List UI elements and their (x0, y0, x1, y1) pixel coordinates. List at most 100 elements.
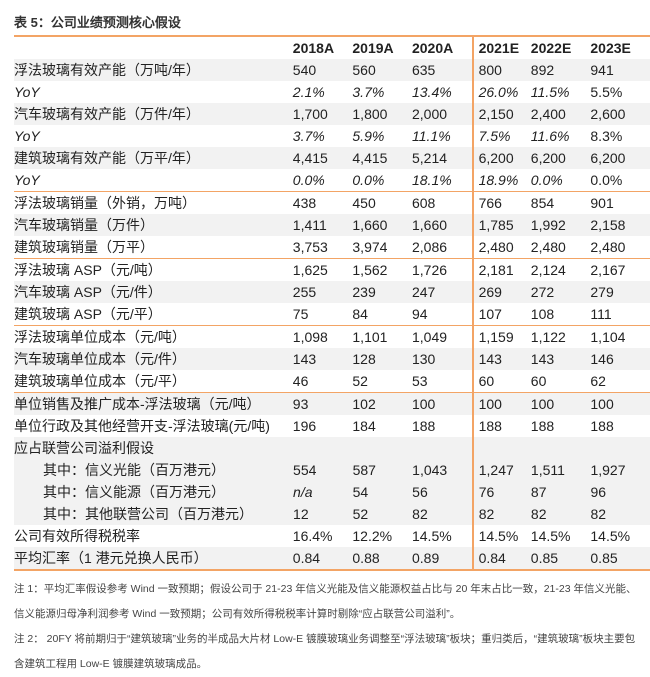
value-cell: 1,104 (590, 329, 626, 345)
value-cell: 100 (590, 396, 614, 412)
row-label: 单位销售及推广成本-浮法玻璃（元/吨） (14, 396, 261, 412)
value-cell: 96 (590, 484, 607, 500)
value-cell: 8.3% (590, 128, 623, 144)
value-cell: 279 (590, 284, 614, 300)
value-cell: 62 (590, 373, 606, 389)
value-cell: 1,101 (352, 329, 388, 345)
value-cell: 269 (471, 281, 531, 303)
value-cell: 14.5% (471, 525, 531, 547)
value-cell: 82 (471, 503, 531, 525)
value-cell: 82 (590, 506, 607, 522)
value-cell: 0.85 (530, 550, 559, 566)
value-cell: 146 (590, 351, 614, 367)
table-row: YoY 0.0% 0.0% 18.1% 18.9% 0.0% 0.0% (14, 169, 650, 191)
value-cell: 0.0% (590, 172, 623, 188)
header-cell: 2021E (471, 37, 531, 59)
row-label: 其中：其他联营公司（百万港元） (43, 506, 253, 522)
value-cell: 1,660 (352, 217, 388, 233)
value-cell: 188 (411, 418, 436, 434)
table-row: 单位行政及其他经营开支-浮法玻璃(元/吨) 196 184 188 188 188 188 (14, 415, 650, 437)
value-cell: 143 (471, 348, 531, 370)
header-cell: 2020A (411, 40, 454, 56)
value-cell: 143 (292, 351, 317, 367)
value-cell: 0.0% (530, 172, 563, 188)
note-2: 注 2： 20FY 将前期归于“建筑玻璃”业务的半成品大片材 Low-E 镀膜玻… (14, 633, 636, 670)
value-cell: 26.0% (471, 81, 531, 103)
value-cell: 53 (411, 373, 428, 389)
row-label: 汽车玻璃单位成本（元/件） (14, 351, 186, 367)
table-row: 汽车玻璃销量（万件） 1,411 1,660 1,660 1,785 1,992 2,158 (14, 214, 650, 236)
value-cell: 4,415 (352, 150, 388, 166)
value-cell: 854 (530, 195, 555, 211)
table-row: 浮法玻璃销量（外销，万吨） 438 450 608 766 854 901 (14, 191, 650, 214)
value-cell: 766 (471, 192, 531, 214)
row-label: 浮法玻璃销量（外销，万吨） (14, 195, 196, 211)
table-title: 表 5：公司业绩预测核心假设 (14, 15, 181, 30)
value-cell: 892 (530, 62, 555, 78)
row-label: 单位行政及其他经营开支-浮法玻璃(元/吨) (14, 418, 270, 434)
table-row: 浮法玻璃单位成本（元/吨） 1,098 1,101 1,049 1,159 1,122 1,… (14, 325, 650, 348)
value-cell: 1,098 (292, 329, 328, 345)
value-cell: 111 (590, 306, 612, 322)
value-cell: 438 (292, 195, 317, 211)
value-cell: 2,124 (530, 262, 566, 278)
table-row: 汽车玻璃有效产能（万件/年） 1,700 1,800 2,000 2,150 2,400 2… (14, 103, 650, 125)
value-cell: 18.9% (471, 169, 531, 191)
value-cell: 108 (530, 306, 555, 322)
value-cell: 5,214 (411, 150, 448, 166)
value-cell: 5.9% (352, 128, 385, 144)
value-cell: 188 (590, 418, 614, 434)
value-cell: 5.5% (590, 84, 623, 100)
value-cell: 82 (412, 506, 428, 522)
value-cell: 2,086 (411, 239, 448, 255)
value-cell: 60 (471, 370, 531, 392)
table-row: YoY 2.1% 3.7% 13.4% 26.0% 11.5% 5.5% (14, 81, 650, 103)
value-cell: 82 (530, 506, 547, 522)
value-cell: 184 (352, 418, 376, 434)
value-cell: 272 (530, 284, 555, 300)
value-cell: 1,800 (352, 106, 388, 122)
value-cell: 1,043 (412, 462, 448, 478)
table-row: 汽车玻璃 ASP（元/件） 255 239 247 269 272 279 (14, 281, 650, 303)
value-cell: 1,159 (471, 326, 531, 348)
row-label: 建筑玻璃销量（万平） (14, 239, 154, 255)
table-row: 单位销售及推广成本-浮法玻璃（元/吨） 93 102 100 100 100 100 (14, 392, 650, 415)
row-label: 其中：信义光能（百万港元） (43, 462, 225, 478)
table-row: 平均汇率（1 港元兑换人民币） 0.84 0.88 0.89 0.84 0.85 0.85 (14, 547, 650, 569)
value-cell: 75 (292, 306, 309, 322)
value-cell: 2,400 (530, 106, 566, 122)
value-cell: 2,480 (471, 236, 531, 258)
table-row: 其中：信义能源（百万港元） n/a 54 56 76 87 96 (14, 481, 650, 503)
table-row: 应占联营公司溢利假设 (14, 437, 650, 459)
value-cell: 6,200 (590, 150, 626, 166)
value-cell: 94 (411, 306, 428, 322)
value-cell: 2.1% (292, 84, 325, 100)
table-row: 其中：其他联营公司（百万港元） 12 52 82 82 82 82 (14, 503, 650, 525)
value-cell: 12.2% (352, 528, 393, 544)
header-cell: 2022E (530, 40, 572, 56)
value-cell: 2,480 (590, 239, 626, 255)
value-cell: 2,167 (590, 262, 626, 278)
value-cell: 0.88 (352, 550, 380, 566)
row-label: 应占联营公司溢利假设 (14, 440, 154, 456)
value-cell: 1,726 (411, 262, 448, 278)
value-cell: 608 (411, 195, 436, 211)
row-label: 汽车玻璃有效产能（万件/年） (14, 106, 200, 122)
value-cell: 46 (292, 373, 309, 389)
table-header-row: 2018A 2019A 2020A 2021E 2022E 2023E (14, 37, 650, 59)
value-cell: 102 (352, 396, 376, 412)
row-label: 浮法玻璃单位成本（元/吨） (14, 329, 186, 345)
row-label: 浮法玻璃有效产能（万吨/年） (14, 62, 200, 78)
row-label: 公司有效所得税税率 (14, 528, 140, 544)
value-cell: 2,158 (590, 217, 626, 233)
table-row: 建筑玻璃 ASP（元/平） 75 84 94 107 108 111 (14, 303, 650, 325)
row-label: 建筑玻璃 ASP（元/平） (14, 306, 162, 322)
table-row: 汽车玻璃单位成本（元/件） 143 128 130 143 143 146 (14, 348, 650, 370)
table-row: YoY 3.7% 5.9% 11.1% 7.5% 11.6% 8.3% (14, 125, 650, 147)
value-cell: 540 (292, 62, 317, 78)
header-cell: 2018A (292, 40, 335, 56)
value-cell: 100 (411, 396, 436, 412)
value-cell: 14.5% (530, 528, 571, 544)
value-cell: 54 (352, 484, 369, 500)
header-cell: 2019A (352, 40, 394, 56)
